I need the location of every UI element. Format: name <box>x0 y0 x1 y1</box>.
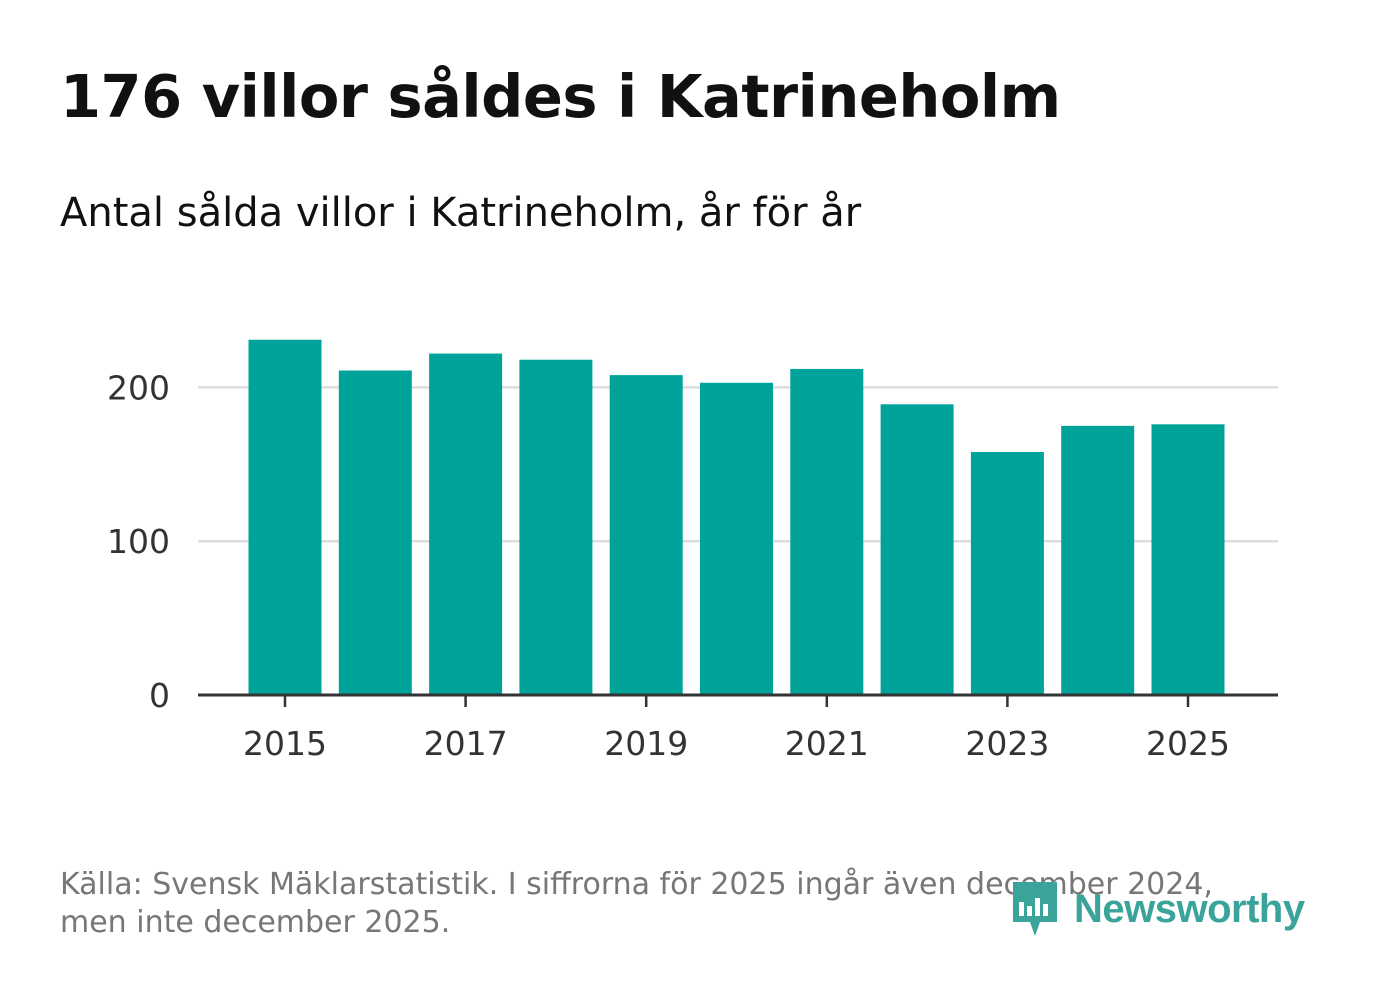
bar-2019 <box>609 375 683 695</box>
y-tick-label: 100 <box>107 522 170 561</box>
brand-logo: Newsworthy <box>1010 878 1305 940</box>
bar-2020 <box>700 382 773 695</box>
chart-title: 176 villor såldes i Katrineholm <box>60 62 1061 131</box>
bar-2015 <box>248 339 322 695</box>
axes: 0 100 200 2015 2017 2019 2021 2023 2025 <box>107 368 1278 763</box>
bars <box>248 339 1225 695</box>
x-tick-label: 2023 <box>965 724 1049 763</box>
bar-2023 <box>970 451 1044 695</box>
brand-name: Newsworthy <box>1074 886 1305 931</box>
x-tick-label: 2021 <box>785 724 869 763</box>
y-tick-label: 0 <box>149 676 170 715</box>
bar-2016 <box>338 370 412 695</box>
bar-2024 <box>1061 425 1135 695</box>
x-tick-label: 2017 <box>424 724 508 763</box>
bar-chart: 0 100 200 2015 2017 2019 2021 2023 2025 <box>107 339 1278 763</box>
y-tick-label: 200 <box>107 368 170 407</box>
x-tick-label: 2015 <box>243 724 327 763</box>
chart-subtitle: Antal sålda villor i Katrineholm, år för… <box>60 190 862 236</box>
bar-2021 <box>790 368 864 695</box>
x-tick-label: 2025 <box>1146 724 1230 763</box>
bar-2018 <box>519 359 593 695</box>
bar-2022 <box>880 404 954 695</box>
bar-2025 <box>1151 424 1225 695</box>
x-tick-label: 2019 <box>604 724 688 763</box>
newsworthy-logo-icon <box>1013 882 1057 936</box>
bar-2017 <box>429 353 503 695</box>
